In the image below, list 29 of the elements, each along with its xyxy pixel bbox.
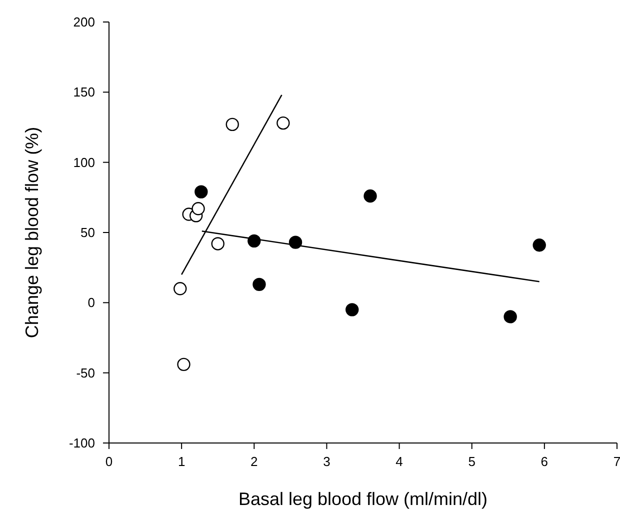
point	[211, 237, 224, 250]
point	[194, 185, 208, 198]
y-tick-label: 150	[73, 84, 95, 100]
x-tick-label: 7	[613, 454, 620, 469]
x-tick-label: 6	[540, 454, 548, 469]
y-tick-label: 0	[88, 295, 95, 310]
y-tick-label: 100	[73, 154, 95, 170]
point	[532, 238, 546, 252]
x-tick-label: 3	[323, 454, 330, 469]
point	[174, 282, 187, 296]
y-axis-title: Change leg blood flow (%)	[22, 126, 42, 338]
point	[504, 310, 517, 324]
point	[364, 189, 377, 203]
y-tick-label: -100	[68, 436, 95, 451]
x-tick-label: 1	[178, 454, 186, 469]
point	[346, 303, 359, 316]
x-axis-title: Basal leg blood flow (ml/min/dl)	[238, 489, 488, 509]
point	[252, 278, 266, 292]
y-tick-label: 200	[73, 14, 95, 30]
y-tick-label: -50	[76, 365, 95, 380]
point	[226, 118, 239, 132]
y-tick-label: 50	[80, 225, 95, 240]
point	[177, 358, 190, 372]
x-tick-label: 2	[250, 454, 258, 469]
x-tick-label: 0	[105, 454, 113, 469]
point	[276, 116, 290, 130]
point	[192, 202, 205, 216]
x-tick-label: 5	[468, 454, 476, 469]
x-tick-label: 4	[396, 454, 403, 469]
